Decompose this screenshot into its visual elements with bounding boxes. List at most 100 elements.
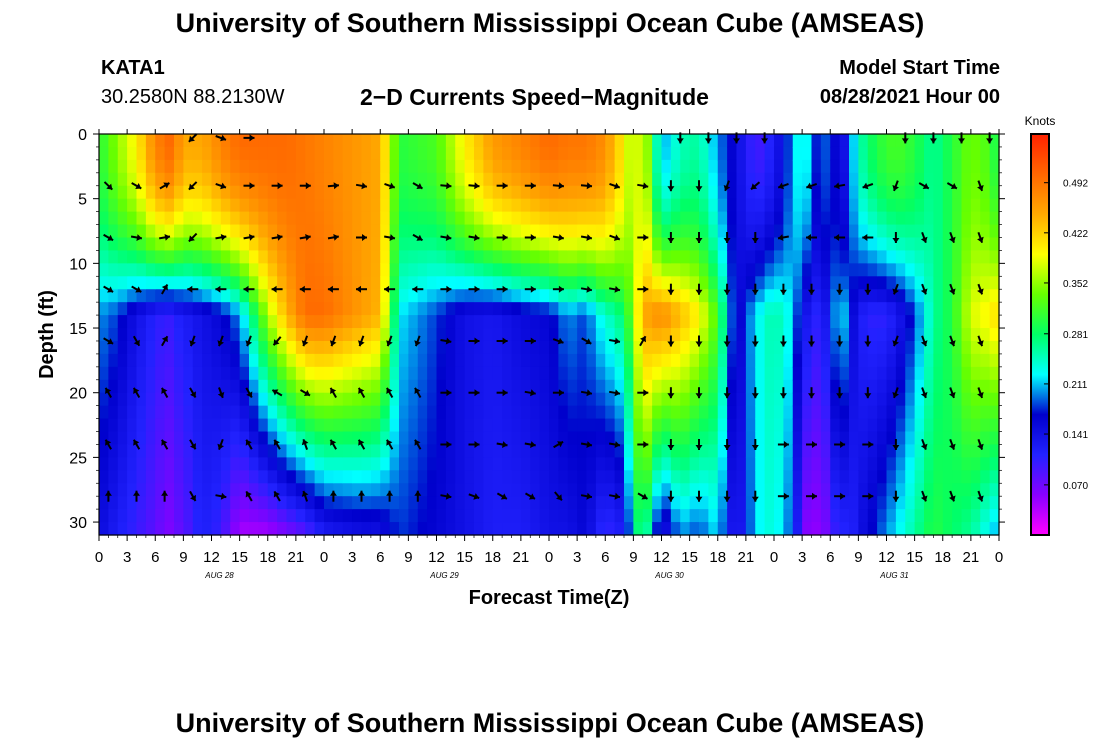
heatmap-cell	[680, 211, 691, 226]
heatmap-cell	[755, 366, 766, 381]
heatmap-cell	[642, 185, 653, 200]
heatmap-cell	[745, 509, 756, 523]
heatmap-cell	[764, 405, 775, 420]
heatmap-cell	[333, 146, 344, 161]
heatmap-cell	[520, 366, 531, 381]
vector-head	[922, 183, 929, 189]
current-vector	[949, 283, 956, 295]
heatmap-cell	[502, 379, 513, 394]
heatmap-cell	[820, 224, 831, 239]
heatmap-cell	[689, 211, 700, 226]
heatmap-cell	[258, 224, 269, 239]
heatmap-cell	[277, 146, 288, 161]
current-vector	[667, 439, 675, 450]
heatmap-cell	[333, 237, 344, 252]
heatmap-cell	[230, 289, 241, 303]
heatmap-cell	[736, 366, 747, 381]
heatmap-cell	[267, 185, 278, 200]
current-vector	[440, 389, 452, 397]
heatmap-cell	[436, 198, 447, 213]
heatmap-cell	[295, 340, 306, 355]
current-vector	[977, 283, 984, 295]
heatmap-cell	[970, 172, 981, 187]
heatmap-cell	[755, 146, 766, 161]
vector-head	[303, 389, 310, 396]
heatmap-cell	[530, 198, 541, 213]
heatmap-cell	[277, 470, 288, 484]
heatmap-cell	[183, 353, 194, 368]
heatmap-cell	[417, 457, 428, 471]
heatmap-cell	[830, 405, 841, 420]
heatmap-cell	[558, 470, 569, 484]
heatmap-cell	[727, 250, 738, 264]
heatmap-cell	[905, 211, 916, 226]
heatmap-cell	[342, 172, 353, 187]
heatmap-cell	[745, 276, 756, 290]
heatmap-cell	[436, 444, 447, 458]
heatmap-cell	[464, 340, 475, 355]
heatmap-cell	[942, 211, 953, 226]
heatmap-cell	[839, 483, 850, 497]
heatmap-cell	[802, 522, 813, 536]
heatmap-cell	[117, 198, 128, 213]
heatmap-cell	[942, 418, 953, 433]
vector-head	[135, 286, 142, 293]
heatmap-cell	[820, 444, 831, 458]
heatmap-cell	[267, 431, 278, 446]
heatmap-cell	[370, 328, 381, 342]
heatmap-cell	[164, 509, 175, 523]
heatmap-cell	[811, 496, 822, 510]
heatmap-cell	[661, 509, 672, 523]
vector-head	[949, 340, 956, 347]
heatmap-cell	[211, 431, 222, 446]
heatmap-cell	[642, 509, 653, 523]
heatmap-cell	[380, 302, 391, 316]
heatmap-cell	[689, 379, 700, 394]
vector-head	[358, 490, 365, 496]
current-vector	[806, 492, 817, 500]
current-vector	[892, 439, 900, 450]
heatmap-cell	[352, 457, 363, 471]
heatmap-cell	[783, 353, 794, 368]
heatmap-cell	[295, 457, 306, 471]
heatmap-cell	[820, 159, 831, 174]
heatmap-cell	[727, 509, 738, 523]
heatmap-cell	[942, 522, 953, 536]
current-vector	[552, 234, 564, 241]
heatmap-cell	[352, 302, 363, 316]
heatmap-cell	[924, 263, 934, 277]
heatmap-cell	[914, 522, 925, 536]
heatmap-cell	[867, 457, 878, 471]
heatmap-cell	[136, 496, 147, 510]
heatmap-cell	[117, 185, 128, 200]
heatmap-cell	[492, 340, 503, 355]
heatmap-cell	[839, 522, 850, 536]
heatmap-cell	[267, 237, 278, 252]
heatmap-cell	[492, 379, 503, 394]
heatmap-cell	[699, 366, 709, 381]
heatmap-cell	[736, 470, 747, 484]
heatmap-cell	[980, 496, 991, 510]
heatmap-cell	[389, 405, 400, 420]
heatmap-cell	[305, 405, 316, 420]
heatmap-cell	[202, 522, 213, 536]
heatmap-cell	[774, 289, 784, 303]
heatmap-cell	[605, 302, 616, 316]
heatmap-cell	[924, 159, 934, 174]
heatmap-cell	[605, 522, 616, 536]
heatmap-cell	[249, 328, 259, 342]
heatmap-cell	[699, 159, 709, 174]
heatmap-cell	[314, 431, 325, 446]
y-tick-label: 25	[69, 450, 87, 467]
heatmap-cell	[595, 250, 606, 264]
heatmap-cell	[211, 159, 222, 174]
heatmap-cell	[774, 392, 784, 407]
heatmap-cell	[127, 185, 138, 200]
heatmap-cell	[127, 159, 138, 174]
current-vector	[836, 283, 844, 295]
heatmap-cell	[595, 159, 606, 174]
heatmap-cell	[942, 483, 953, 497]
heatmap-cell	[530, 444, 541, 458]
vector-head	[751, 238, 759, 243]
current-vector	[386, 387, 394, 398]
